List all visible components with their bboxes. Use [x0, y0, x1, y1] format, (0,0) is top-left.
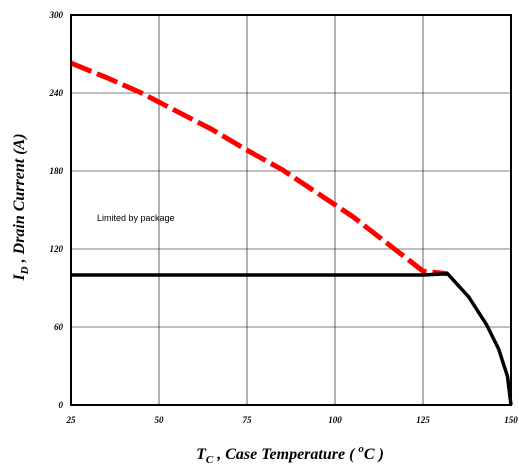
y-tick-label: 120	[50, 244, 64, 254]
y-tick-labels: 0 60 120 180 240 300	[49, 10, 64, 410]
x-tick-label: 75	[243, 415, 253, 425]
package-limit-annotation: Limited by package	[97, 213, 175, 223]
x-axis-symbol: T	[196, 446, 207, 463]
y-tick-label: 0	[59, 400, 64, 410]
series-line-red-dashed	[70, 60, 448, 277]
x-tick-label: 50	[155, 415, 165, 425]
grid	[71, 15, 511, 405]
x-axis-title: TC , Case Temperature ( oC )	[196, 443, 384, 466]
x-axis-subscript: C	[206, 454, 214, 466]
y-tick-label: 60	[54, 322, 64, 332]
x-tick-labels: 25 50 75 100 125 150	[66, 415, 519, 425]
y-axis-subscript: D	[19, 266, 31, 275]
x-tick-label: 100	[328, 415, 342, 425]
series-line-black-solid	[71, 271, 513, 406]
x-tick-label: 125	[416, 415, 430, 425]
x-axis-text: , Case Temperature (	[213, 446, 358, 463]
y-axis-title: ID , Drain Current (A)	[11, 133, 31, 281]
y-tick-label: 300	[49, 10, 64, 20]
y-tick-label: 240	[49, 88, 64, 98]
plot-frame	[70, 14, 512, 406]
series-layer	[70, 60, 513, 406]
x-tick-label: 25	[66, 415, 77, 425]
x-axis-superscript: o	[358, 443, 364, 455]
y-tick-label: 180	[50, 166, 64, 176]
x-axis-unit: C )	[364, 446, 384, 463]
y-axis-symbol: I	[11, 274, 28, 282]
x-tick-label: 150	[504, 415, 518, 425]
y-axis-text: , Drain Current (A)	[11, 133, 28, 266]
